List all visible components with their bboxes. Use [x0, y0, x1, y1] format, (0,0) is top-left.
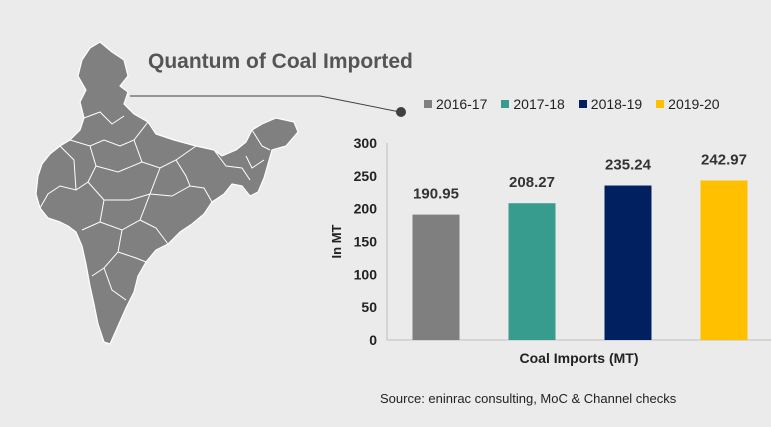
- data-label: 208.27: [509, 174, 555, 191]
- y-axis-title: In MT: [329, 224, 344, 258]
- chart-title: Quantum of Coal Imported: [148, 50, 413, 73]
- india-map-icon: [35, 41, 299, 345]
- legend-item-2016-17: 2016-17: [424, 96, 487, 112]
- leader-dot: [396, 107, 406, 117]
- legend-item-2019-20: 2019-20: [656, 96, 720, 112]
- legend-swatch: [424, 100, 432, 108]
- y-tick-label: 100: [354, 266, 378, 282]
- x-axis-title: Coal Imports (MT): [520, 350, 639, 366]
- y-tick-label: 300: [354, 135, 378, 151]
- india-map-shape: [35, 41, 299, 345]
- legend-swatch: [578, 100, 587, 108]
- legend-label: 2018-19: [590, 96, 643, 112]
- y-tick-label: 50: [361, 299, 377, 315]
- legend-label: 2017-18: [513, 96, 565, 112]
- bar-2018-19: [604, 185, 652, 340]
- data-label: 190.95: [413, 186, 459, 203]
- legend-item-2018-19: 2018-19: [578, 96, 643, 112]
- bar-2017-18: [508, 203, 556, 340]
- y-tick-label: 150: [354, 234, 378, 250]
- legend-item-2017-18: 2017-18: [501, 96, 565, 112]
- source-note: Source: eninrac consulting, MoC & Channe…: [380, 391, 677, 406]
- bar-2019-20: [700, 180, 748, 340]
- data-label: 235.24: [605, 157, 652, 174]
- legend-swatch: [501, 100, 510, 108]
- chart-legend: 2016-17 2017-18 2018-19 2019-20: [424, 96, 720, 112]
- state-borders: [39, 111, 271, 301]
- y-tick-label: 200: [354, 201, 378, 217]
- legend-swatch: [656, 100, 665, 108]
- data-label: 242.97: [701, 151, 747, 168]
- legend-label: 2016-17: [436, 96, 488, 112]
- legend-label: 2019-20: [668, 96, 720, 112]
- y-tick-label: 0: [369, 332, 377, 348]
- bar-2016-17: [412, 214, 460, 340]
- y-tick-label: 250: [354, 168, 378, 184]
